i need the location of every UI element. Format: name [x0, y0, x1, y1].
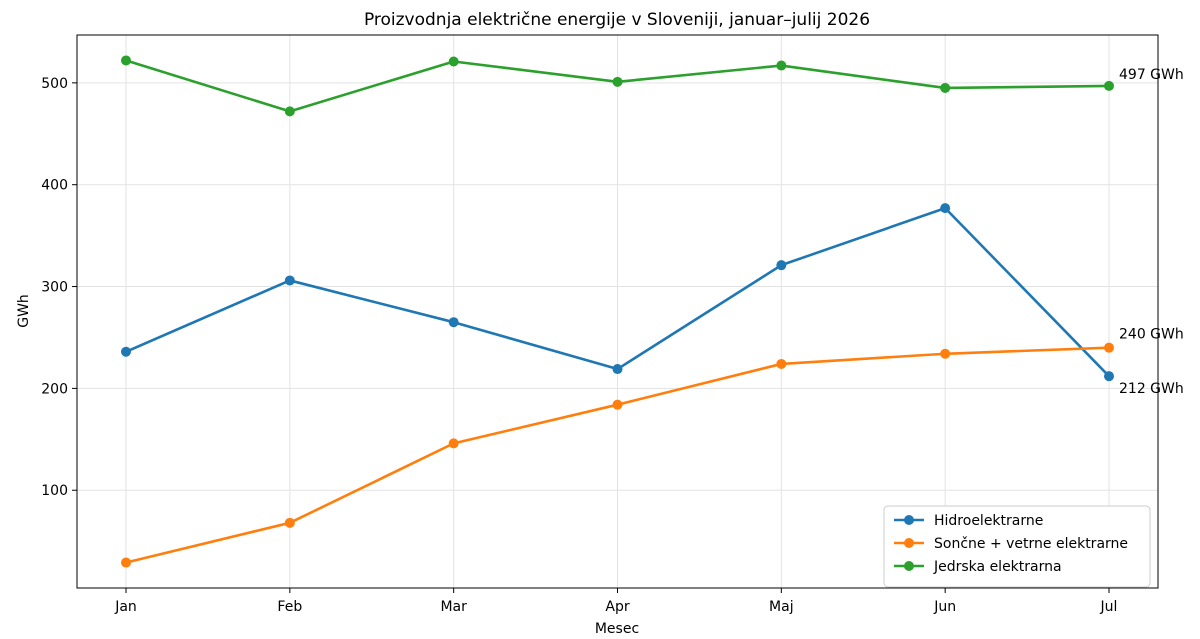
end-value-label: 240 GWh: [1119, 327, 1184, 343]
data-point: [121, 55, 131, 66]
x-axis-label: Mesec: [595, 621, 639, 637]
y-axis: 100 200 300 400 500: [41, 76, 77, 499]
legend-label: Hidroelektrarne: [934, 513, 1043, 529]
y-tick-label: 300: [41, 280, 68, 296]
data-point: [940, 82, 951, 93]
x-tick-label: Mar: [440, 599, 467, 615]
data-point: [1104, 80, 1114, 91]
series-1: [121, 203, 1114, 382]
data-point: [940, 203, 951, 214]
data-point: [284, 106, 295, 117]
data-point: [448, 317, 459, 328]
data-point: [284, 275, 295, 286]
y-tick-label: 100: [41, 483, 68, 499]
y-axis-label: GWh: [16, 294, 32, 328]
data-point: [776, 358, 787, 369]
legend-item: Jedrska elektrarna: [894, 559, 1062, 575]
data-point: [612, 76, 623, 87]
end-value-label: 497 GWh: [1119, 67, 1184, 83]
y-tick-label: 400: [41, 178, 68, 194]
x-tick-label: Maj: [769, 599, 794, 615]
legend-label: Sončne + vetrne elektrarne: [934, 536, 1128, 552]
legend-swatch-marker: [904, 561, 914, 571]
data-point: [776, 260, 787, 271]
legend-label: Jedrska elektrarna: [933, 559, 1062, 575]
legend-swatch-marker: [904, 538, 914, 548]
data-point: [940, 348, 951, 359]
end-labels: 212 GWh 240 GWh 497 GWh: [1119, 67, 1184, 397]
y-tick-label: 200: [41, 381, 68, 397]
data-point: [612, 364, 623, 375]
x-tick-label: Jun: [933, 599, 956, 615]
legend-item: Sončne + vetrne elektrarne: [894, 536, 1128, 552]
grid: [77, 35, 1158, 588]
x-tick-label: Jul: [1100, 599, 1118, 615]
x-tick-label: Jan: [114, 599, 137, 615]
data-point: [776, 60, 787, 71]
legend-item: Hidroelektrarne: [894, 513, 1043, 529]
legend: Hidroelektrarne Sončne + vetrne elektrarn…: [883, 505, 1151, 588]
data-point: [448, 56, 459, 67]
legend-box: [883, 505, 1151, 588]
data-point: [448, 438, 459, 449]
legend-swatch-marker: [904, 515, 914, 525]
x-tick-label: Feb: [277, 599, 302, 615]
series-group: [121, 55, 1114, 568]
x-axis: Jan Feb Mar Apr Maj Jun Jul: [114, 588, 1117, 615]
data-point: [1104, 342, 1114, 353]
data-point: [612, 399, 623, 410]
series-2: [121, 342, 1114, 568]
series-3: [121, 55, 1114, 117]
data-point: [284, 517, 295, 528]
data-point: [121, 346, 131, 357]
data-point: [121, 557, 131, 568]
y-tick-label: 500: [41, 76, 68, 92]
chart-title: Proizvodnja električne energije v Sloven…: [364, 10, 870, 30]
data-point: [1104, 371, 1114, 382]
x-tick-label: Apr: [605, 599, 629, 615]
end-value-label: 212 GWh: [1119, 381, 1184, 397]
